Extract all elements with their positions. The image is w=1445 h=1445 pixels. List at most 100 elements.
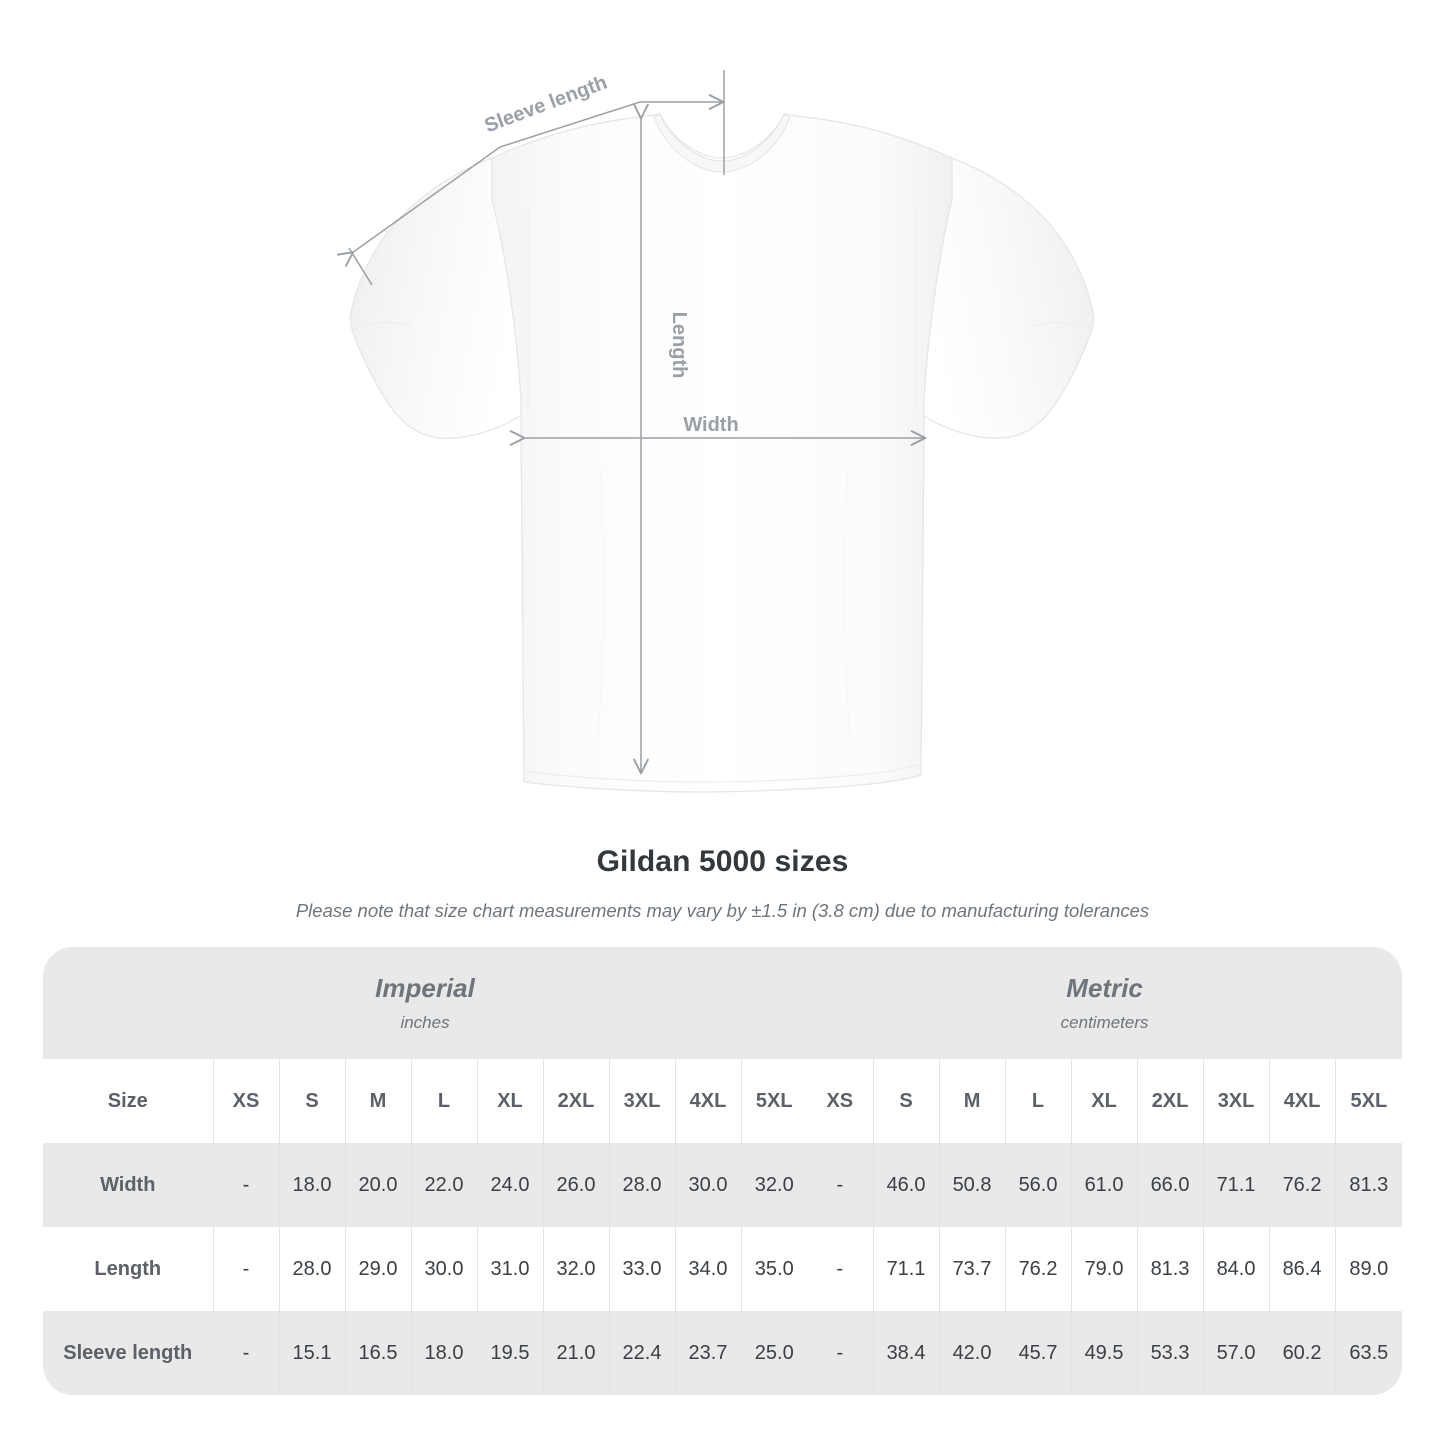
cell-width-metric-xl: 61.0 [1070,1143,1138,1227]
cell-width-imperial-3xl: 28.0 [608,1143,675,1227]
header-imperial-5xl: 5XL [740,1059,808,1143]
shirt-torso [491,113,953,793]
header-metric-3xl: 3XL [1202,1059,1270,1143]
sleeve-length-arrow [336,94,725,267]
table-row: Width - 18.0 20.0 22.0 24.0 26.0 28.0 30… [43,1143,1403,1227]
row-label-sleeve-length: Sleeve length [43,1311,213,1395]
metric-label: Metric [1066,973,1143,1003]
cell-sleeve-metric-3xl: 57.0 [1202,1311,1270,1395]
cell-sleeve-metric-5xl: 63.5 [1334,1311,1403,1395]
cell-sleeve-imperial-xs: - [212,1311,279,1395]
tolerance-note: Please note that size chart measurements… [295,900,1150,921]
cell-length-imperial-4xl: 34.0 [674,1227,741,1311]
length-label: Length [668,312,690,379]
header-size-label: Size [43,1059,213,1143]
cell-width-imperial-xl: 24.0 [476,1143,543,1227]
bottom-hem [523,763,922,783]
cell-length-imperial-3xl: 33.0 [608,1227,675,1311]
header-metric-m: M [938,1059,1006,1143]
cell-width-metric-4xl: 76.2 [1268,1143,1336,1227]
metric-unit-sublabel: centimeters [1060,1013,1149,1032]
cell-width-metric-5xl: 81.3 [1334,1143,1403,1227]
cell-length-metric-2xl: 81.3 [1136,1227,1204,1311]
cell-width-imperial-2xl: 26.0 [542,1143,609,1227]
cell-sleeve-imperial-xl: 19.5 [476,1311,543,1395]
cell-sleeve-metric-s: 38.4 [872,1311,940,1395]
cell-length-imperial-xs: - [212,1227,279,1311]
size-chart-table: Imperial inches Metric centimeters Size … [43,947,1403,1395]
cell-length-imperial-m: 29.0 [344,1227,411,1311]
unit-banner-row: Imperial inches Metric centimeters [43,947,1403,1059]
row-label-length: Length [43,1227,213,1311]
sleeve-length-tick-left [348,247,373,286]
cell-width-metric-s: 46.0 [872,1143,940,1227]
right-sleeve [915,157,1095,439]
cell-length-metric-4xl: 86.4 [1268,1227,1336,1311]
header-imperial-2xl: 2XL [542,1059,609,1143]
cell-sleeve-metric-xl: 49.5 [1070,1311,1138,1395]
row-label-width: Width [43,1143,213,1227]
metric-unit-group: Metric centimeters [807,947,1403,1059]
width-label: Width [683,414,738,436]
cell-length-imperial-s: 28.0 [278,1227,345,1311]
cell-sleeve-imperial-m: 16.5 [344,1311,411,1395]
cell-length-metric-s: 71.1 [872,1227,940,1311]
header-imperial-xs: XS [212,1059,279,1143]
header-metric-4xl: 4XL [1268,1059,1336,1143]
header-metric-xs: XS [807,1059,874,1143]
shirt-body-group [349,113,1095,793]
cell-length-imperial-xl: 31.0 [476,1227,543,1311]
header-imperial-m: M [344,1059,411,1143]
cell-sleeve-imperial-3xl: 22.4 [608,1311,675,1395]
chart-title-block: Gildan 5000 sizes Please note that size … [0,845,1445,922]
header-imperial-4xl: 4XL [674,1059,741,1143]
header-metric-5xl: 5XL [1334,1059,1403,1143]
header-imperial-l: L [410,1059,477,1143]
header-imperial-xl: XL [476,1059,543,1143]
cell-sleeve-metric-m: 42.0 [938,1311,1006,1395]
measurement-annotations [336,70,927,775]
table-header-row: Size XS S M L XL 2XL 3XL 4XL 5XL XS S M … [43,1059,1403,1143]
header-metric-l: L [1004,1059,1072,1143]
cell-sleeve-imperial-5xl: 25.0 [740,1311,808,1395]
size-chart-table-wrapper: Imperial inches Metric centimeters Size … [43,947,1403,1395]
cell-sleeve-metric-2xl: 53.3 [1136,1311,1204,1395]
cell-width-imperial-4xl: 30.0 [674,1143,741,1227]
cell-width-imperial-5xl: 32.0 [740,1143,808,1227]
cell-sleeve-imperial-2xl: 21.0 [542,1311,609,1395]
right-sleeve-hem [1033,321,1093,331]
imperial-unit-group: Imperial inches [43,947,808,1059]
header-imperial-3xl: 3XL [608,1059,675,1143]
cell-sleeve-metric-4xl: 60.2 [1268,1311,1336,1395]
header-metric-xl: XL [1070,1059,1138,1143]
cell-width-metric-2xl: 66.0 [1136,1143,1204,1227]
cell-sleeve-imperial-l: 18.0 [410,1311,477,1395]
tshirt-illustration: Sleeve length Length Width [336,70,1095,793]
cell-length-imperial-2xl: 32.0 [542,1227,609,1311]
cell-sleeve-imperial-s: 15.1 [278,1311,345,1395]
cell-sleeve-metric-l: 45.7 [1004,1311,1072,1395]
cell-length-metric-3xl: 84.0 [1202,1227,1270,1311]
page-title: Gildan 5000 sizes [596,845,849,878]
imperial-unit-sublabel: inches [400,1013,450,1032]
header-metric-2xl: 2XL [1136,1059,1204,1143]
cell-width-metric-m: 50.8 [938,1143,1006,1227]
left-sleeve-hem [351,321,411,331]
cell-width-imperial-s: 18.0 [278,1143,345,1227]
cell-width-imperial-l: 22.0 [410,1143,477,1227]
cell-sleeve-metric-xs: - [807,1311,874,1395]
cell-length-metric-xs: - [807,1227,874,1311]
cell-length-metric-xl: 79.0 [1070,1227,1138,1311]
cell-width-imperial-xs: - [212,1143,279,1227]
cell-length-imperial-5xl: 35.0 [740,1227,808,1311]
table-row: Sleeve length - 15.1 16.5 18.0 19.5 21.0… [43,1311,1403,1395]
cell-length-metric-m: 73.7 [938,1227,1006,1311]
fabric-fold-1 [597,469,605,741]
imperial-label: Imperial [375,973,475,1003]
cell-sleeve-imperial-4xl: 23.7 [674,1311,741,1395]
cell-width-imperial-m: 20.0 [344,1143,411,1227]
cell-length-imperial-l: 30.0 [410,1227,477,1311]
cell-length-metric-l: 76.2 [1004,1227,1072,1311]
header-metric-s: S [872,1059,940,1143]
fabric-fold-2 [843,469,851,741]
